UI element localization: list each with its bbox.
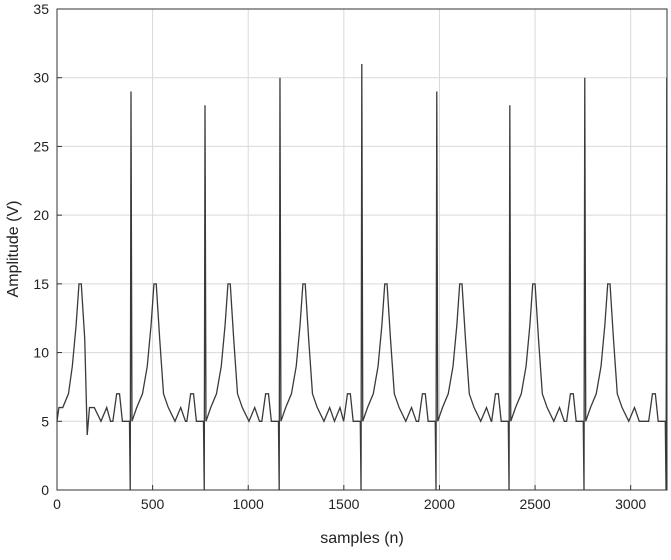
- y-tick-label: 30: [33, 70, 49, 86]
- y-tick-label: 25: [33, 138, 49, 154]
- x-tick-label: 500: [141, 496, 165, 512]
- y-tick-label: 0: [41, 482, 49, 498]
- x-tick-label: 1500: [328, 496, 359, 512]
- x-tick-label: 2500: [519, 496, 550, 512]
- y-tick-label: 5: [41, 413, 49, 429]
- x-tick-label: 3000: [615, 496, 646, 512]
- x-tick-label: 0: [53, 496, 61, 512]
- y-tick-label: 15: [33, 276, 49, 292]
- x-tick-label: 1000: [233, 496, 264, 512]
- y-tick-label: 20: [33, 207, 49, 223]
- y-tick-label: 35: [33, 1, 49, 17]
- y-axis-label: Amplitude (V): [5, 201, 22, 298]
- x-tick-label: 2000: [424, 496, 455, 512]
- y-tick-label: 10: [33, 345, 49, 361]
- plot-frame: [56, 8, 668, 491]
- x-axis-label: samples (n): [320, 530, 404, 547]
